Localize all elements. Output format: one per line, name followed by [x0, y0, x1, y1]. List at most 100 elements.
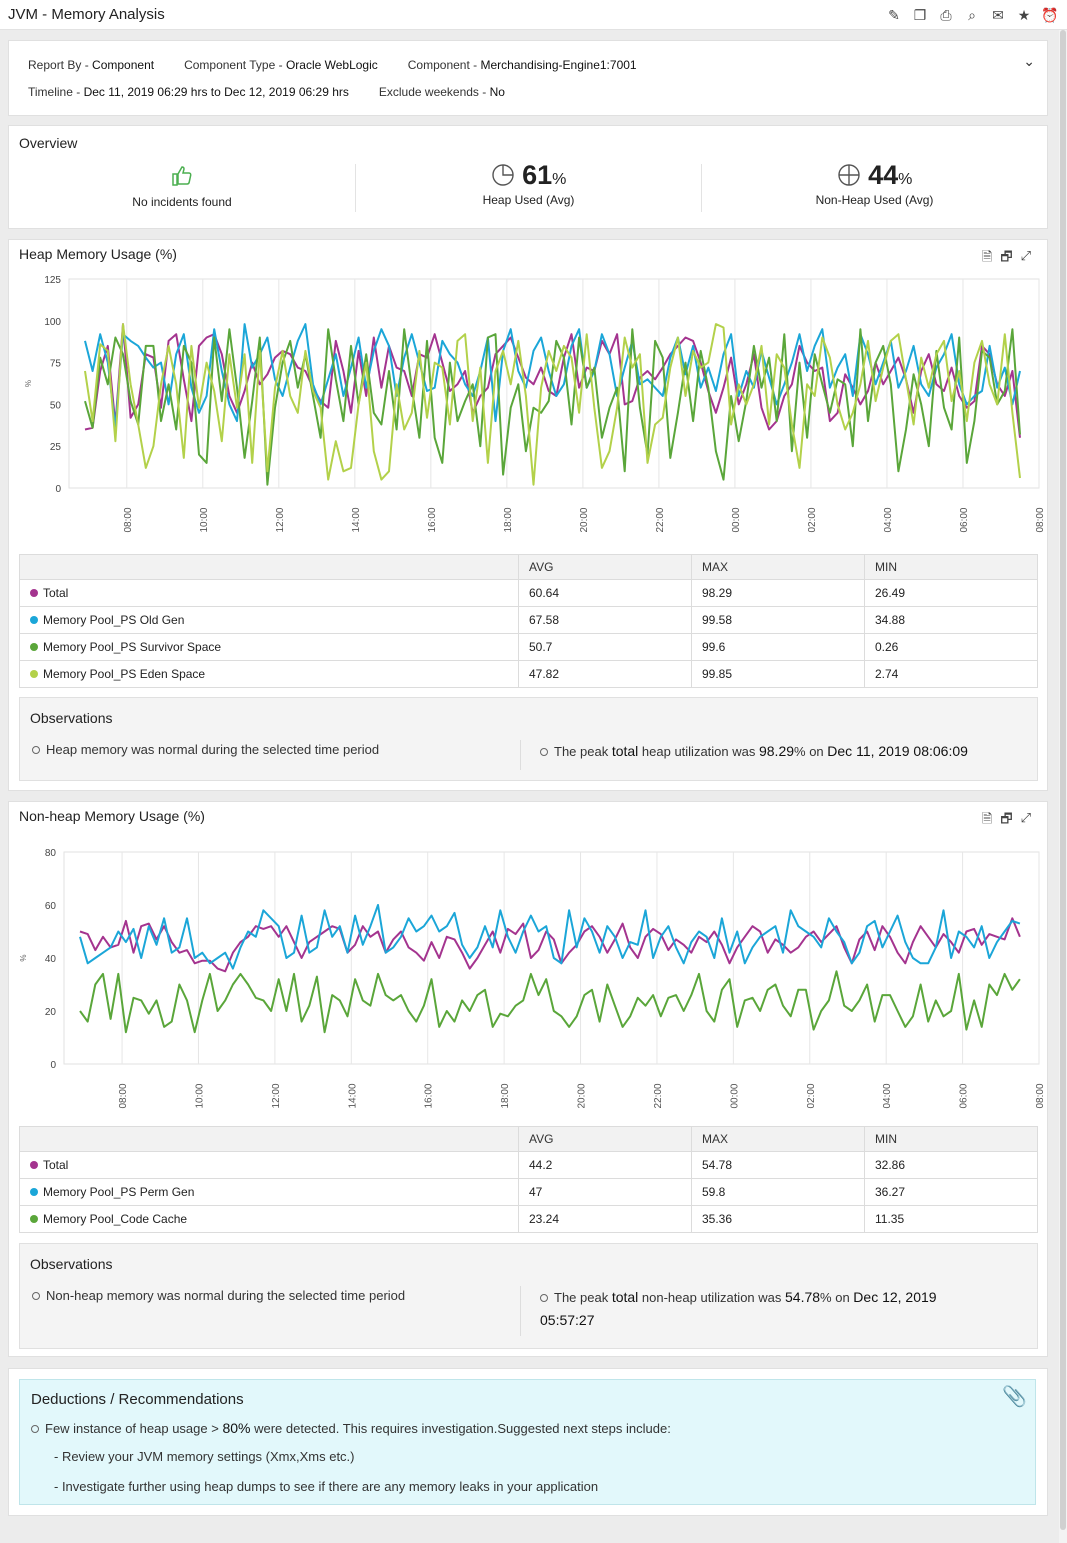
pdf-export-icon[interactable]: 🗎	[981, 811, 993, 826]
x-tick-label: 16:00	[427, 507, 438, 532]
series-name: Memory Pool_PS Perm Gen	[43, 1185, 195, 1199]
thumbs-up-icon	[9, 164, 355, 191]
pdf-export-icon[interactable]: 🗎	[981, 249, 993, 264]
pdf-export-icon[interactable]: ⎙	[940, 6, 952, 23]
search-report-icon[interactable]: ⌕	[968, 6, 976, 23]
chevron-down-icon[interactable]: ⌄	[1023, 53, 1035, 69]
x-tick-label: 22:00	[653, 1083, 664, 1108]
column-header: MIN	[864, 554, 1038, 580]
favorite-star-icon[interactable]: ★	[1017, 6, 1031, 23]
observation-right: The peak total non-heap utilization was …	[540, 1289, 937, 1328]
bullet-icon	[540, 1294, 548, 1302]
x-tick-label: 18:00	[503, 507, 514, 532]
column-header: MIN	[864, 1126, 1038, 1152]
x-tick-label: 08:00	[123, 507, 134, 532]
table-row[interactable]: Memory Pool_PS Old Gen 67.58 99.58 34.88	[19, 606, 1038, 634]
series-line	[84, 323, 1021, 486]
observation-left: Heap memory was normal during the select…	[32, 742, 379, 757]
expand-icon[interactable]: ⤢	[1020, 248, 1031, 263]
copy-report-icon[interactable]: ❐	[913, 6, 927, 23]
table-row[interactable]: Memory Pool_PS Survivor Space 50.7 99.6 0.2…	[19, 633, 1038, 661]
report-criteria-card: Report By - Component Component Type - O…	[8, 40, 1048, 116]
expand-icon[interactable]: ⤢	[1020, 810, 1031, 825]
mail-icon[interactable]: ✉	[992, 6, 1004, 23]
series-line	[79, 917, 1021, 973]
series-line	[79, 904, 1021, 970]
heap-used-summary: 61% Heap Used (Avg)	[355, 160, 701, 212]
legend-dot	[30, 1188, 38, 1196]
table-row[interactable]: Memory Pool_PS Eden Space 47.82 99.85 2.74	[19, 660, 1038, 688]
min-cell: 34.88	[864, 606, 1038, 634]
component-value: Merchandising-Engine1:7001	[480, 58, 637, 72]
x-tick-label: 02:00	[807, 507, 818, 532]
paperclip-icon[interactable]: 📎	[1002, 1386, 1027, 1408]
exclude-weekends-label: Exclude weekends -	[378, 85, 487, 99]
page-scrollbar[interactable]	[1059, 30, 1067, 1543]
criteria-row-1: Report By - Component Component Type - O…	[28, 58, 637, 72]
column-header	[19, 1126, 519, 1152]
legend-dot	[30, 1161, 38, 1169]
series-name: Total	[43, 1158, 69, 1172]
timeline-value: Dec 11, 2019 06:29 hrs to Dec 12, 2019 0…	[83, 85, 349, 99]
x-tick-label: 12:00	[275, 507, 286, 532]
plot-area	[68, 278, 1040, 489]
table-row[interactable]: Memory Pool_Code Cache 23.24 35.36 11.35	[19, 1205, 1038, 1233]
bullet-icon	[31, 1425, 39, 1433]
heap-memory-card: Heap Memory Usage (%) 🗎 🗗 ⤢ 08:00 10:00 12…	[8, 239, 1048, 791]
x-tick-label: 18:00	[500, 1083, 511, 1108]
series-line	[84, 323, 1021, 429]
series-name: Total	[43, 586, 69, 600]
y-tick-label: 75	[50, 359, 62, 370]
y-tick-label: 0	[50, 1060, 56, 1071]
x-tick-label: 00:00	[729, 1083, 740, 1108]
excel-export-icon[interactable]: 🗗	[1000, 811, 1013, 826]
heap-used-value: 61	[522, 160, 553, 190]
x-tick-label: 00:00	[731, 507, 742, 532]
y-tick-label: 100	[44, 317, 61, 328]
component-label: Component -	[407, 58, 478, 72]
avg-cell: 23.24	[518, 1205, 692, 1233]
edit-report-icon[interactable]: ✎	[888, 6, 900, 23]
report-by-value: Component	[92, 58, 155, 72]
x-tick-label: 08:00	[1035, 507, 1046, 532]
avg-cell: 44.2	[518, 1151, 692, 1179]
recommendation-step-1: - Review your JVM memory settings (Xmx,X…	[54, 1449, 355, 1464]
incidents-summary: No incidents found	[9, 164, 355, 212]
pie-chart-icon	[837, 164, 860, 186]
schedule-alarm-icon[interactable]: ⏰	[1041, 6, 1059, 23]
scrollbar-thumb[interactable]	[1060, 30, 1066, 1530]
x-tick-label: 12:00	[271, 1083, 282, 1108]
timeline-label: Timeline -	[28, 85, 81, 99]
heap-used-label: Heap Used (Avg)	[482, 193, 575, 207]
component-type-value: Oracle WebLogic	[285, 58, 378, 72]
min-cell: 11.35	[864, 1205, 1038, 1233]
heap-observations: Observations Heap memory was normal duri…	[19, 697, 1038, 781]
table-row[interactable]: Total 44.2 54.78 32.86	[19, 1151, 1038, 1179]
max-cell: 99.58	[691, 606, 865, 634]
x-tick-label: 08:00	[1035, 1083, 1046, 1108]
recommendation-main: Few instance of heap usage > 80% were de…	[31, 1420, 671, 1436]
y-tick-label: 40	[45, 954, 57, 965]
x-tick-label: 22:00	[655, 507, 666, 532]
series-name: Memory Pool_PS Eden Space	[43, 667, 206, 681]
column-header: MAX	[691, 554, 865, 580]
heap-chart-title: Heap Memory Usage (%)	[19, 246, 177, 262]
avg-cell: 47.82	[518, 660, 692, 688]
x-tick-label: 08:00	[118, 1083, 129, 1108]
heap-used-unit: %	[552, 171, 567, 188]
toolbar: ✎ ❐ ⎙ ⌕ ✉ ★ ⏰	[885, 6, 1059, 24]
excel-export-icon[interactable]: 🗗	[1000, 249, 1013, 264]
table-row[interactable]: Memory Pool_PS Perm Gen 47 59.8 36.27	[19, 1178, 1038, 1206]
table-row[interactable]: Total 60.64 98.29 26.49	[19, 579, 1038, 607]
x-tick-label: 20:00	[577, 1083, 588, 1108]
nonheap-used-value: 44	[868, 160, 899, 190]
legend-dot	[30, 1215, 38, 1223]
max-cell: 59.8	[691, 1178, 865, 1206]
observation-text: Non-heap memory was normal during the se…	[46, 1288, 406, 1303]
x-tick-label: 10:00	[194, 1083, 205, 1108]
legend-dot	[30, 589, 38, 597]
table-header-row: AVG MAX MIN	[19, 1126, 1038, 1152]
column-header: AVG	[518, 554, 692, 580]
x-tick-label: 14:00	[351, 507, 362, 532]
nonheap-stats-table: AVG MAX MIN Total 44.2 54.78 32.86 Memory P…	[19, 1126, 1038, 1233]
